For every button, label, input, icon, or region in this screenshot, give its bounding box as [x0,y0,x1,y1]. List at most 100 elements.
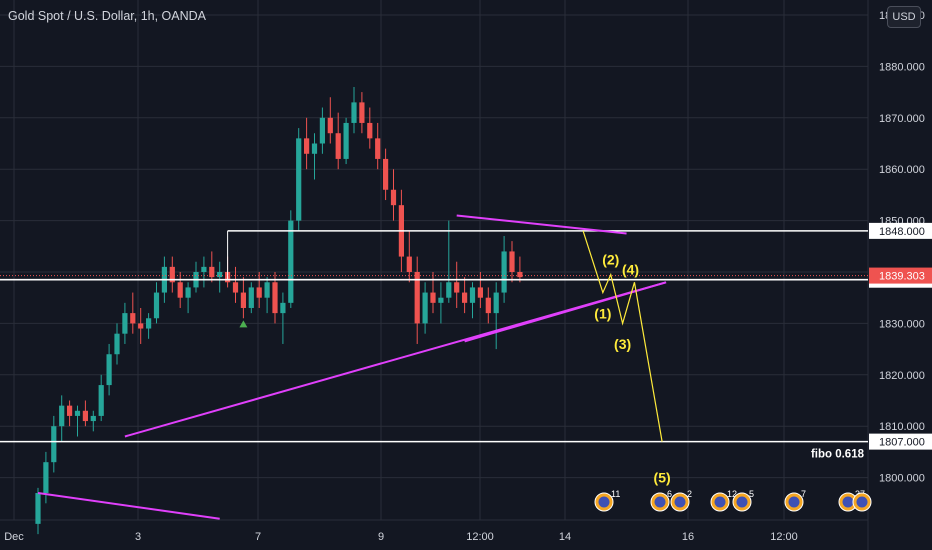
fibo-annotation: fibo 0.618 [811,449,865,461]
candle-body [343,122,349,159]
candle-body [304,138,310,154]
candle-body [122,313,128,334]
candle-body [390,189,397,206]
candle-body [153,292,160,319]
candle-body [288,220,294,303]
candle-body [138,323,144,329]
event-flag-center [842,496,854,508]
event-count-label: 7 [801,489,806,499]
event-count-label: 5 [749,489,754,499]
currency-button[interactable]: USD [887,6,921,28]
elliott-wave-path [582,230,663,442]
candle-body [319,117,325,144]
candle-body [43,462,49,494]
candle-body [359,102,365,123]
candle-body [106,354,112,386]
wave-label: (1) [594,305,611,321]
candle-body [351,102,357,123]
candle-body [422,292,428,324]
candle-body [406,256,412,272]
symbol-title: Gold Spot / U.S. Dollar, 1h, OANDA [8,9,206,23]
candle-body [367,122,373,139]
event-flag-center [674,496,686,508]
candle-body [493,292,499,314]
candle-body [311,143,318,154]
x-tick-label: 3 [135,531,141,543]
candle-body [264,282,270,298]
trendline [456,214,627,235]
candle-body [383,158,389,190]
price-level-tag [869,222,932,239]
candle-body [209,266,215,278]
candle-body [177,282,183,298]
candle-body [114,333,120,355]
candle-body [335,133,341,159]
candle-body [517,272,523,278]
x-tick-label: 16 [682,531,694,543]
candle-body [375,138,381,159]
y-tick-label: 1830.000 [879,318,925,330]
candle-body [485,297,491,314]
wave-label: (2) [602,251,619,267]
candle-body [477,287,483,298]
x-tick-label: 7 [255,531,261,543]
candle-body [509,251,515,272]
candle-body [248,287,254,308]
candle-body [462,292,468,303]
candle-body [74,410,81,416]
candle-body [240,292,246,308]
candle-body [232,282,239,293]
event-flag-center [736,496,748,508]
event-count-label: 11 [611,489,620,499]
y-tick-label: 1880.000 [879,61,925,73]
candle-body [217,272,223,278]
price-level-tag [869,433,932,450]
current-price-tag [869,267,932,284]
event-flag-center [856,496,868,508]
candle-body [272,282,278,314]
wave-label: (4) [622,262,639,278]
candle-body [130,313,136,324]
x-tick-label: 14 [559,531,571,543]
candle-body [430,292,436,303]
y-tick-label: 1800.000 [879,473,925,485]
candle-body [185,287,191,298]
candle-body [201,266,207,272]
candle-body [35,493,41,524]
candle-body [98,385,104,416]
price-level-label: 1807.000 [879,437,925,449]
candle-body [454,282,460,293]
candle-body [169,266,175,283]
x-tick-label: 12:00 [466,531,494,543]
candle-body [256,287,262,298]
candle-body [90,415,96,422]
price-level-label: 1848.000 [879,226,925,238]
event-flag-center [714,496,726,508]
candle-body [414,272,420,324]
candle-body [146,318,152,329]
candle-body [438,297,444,303]
candle-body [67,405,73,416]
candle-body [280,302,286,314]
x-tick-label: 12:00 [770,531,798,543]
signal-arrow-icon [239,320,248,328]
current-price-label: 1839.303 [879,271,925,283]
y-tick-label: 1870.000 [879,113,925,125]
candle-body [296,138,302,221]
candle-body [446,282,452,298]
event-flag-center [788,496,800,508]
candle-body [327,117,333,134]
y-tick-label: 1860.000 [879,164,925,176]
candle-body [51,426,57,463]
event-count-label: 6 [667,489,672,499]
y-tick-label: 1820.000 [879,370,925,382]
event-count-label: 12 [727,489,737,499]
y-tick-label: 1810.000 [879,421,925,433]
candle-body [501,251,507,293]
trendline [464,281,667,343]
event-count-label: 2 [687,489,692,499]
event-flag-center [654,496,666,508]
event-flag-center [598,496,610,508]
x-tick-label: Dec [4,531,24,543]
